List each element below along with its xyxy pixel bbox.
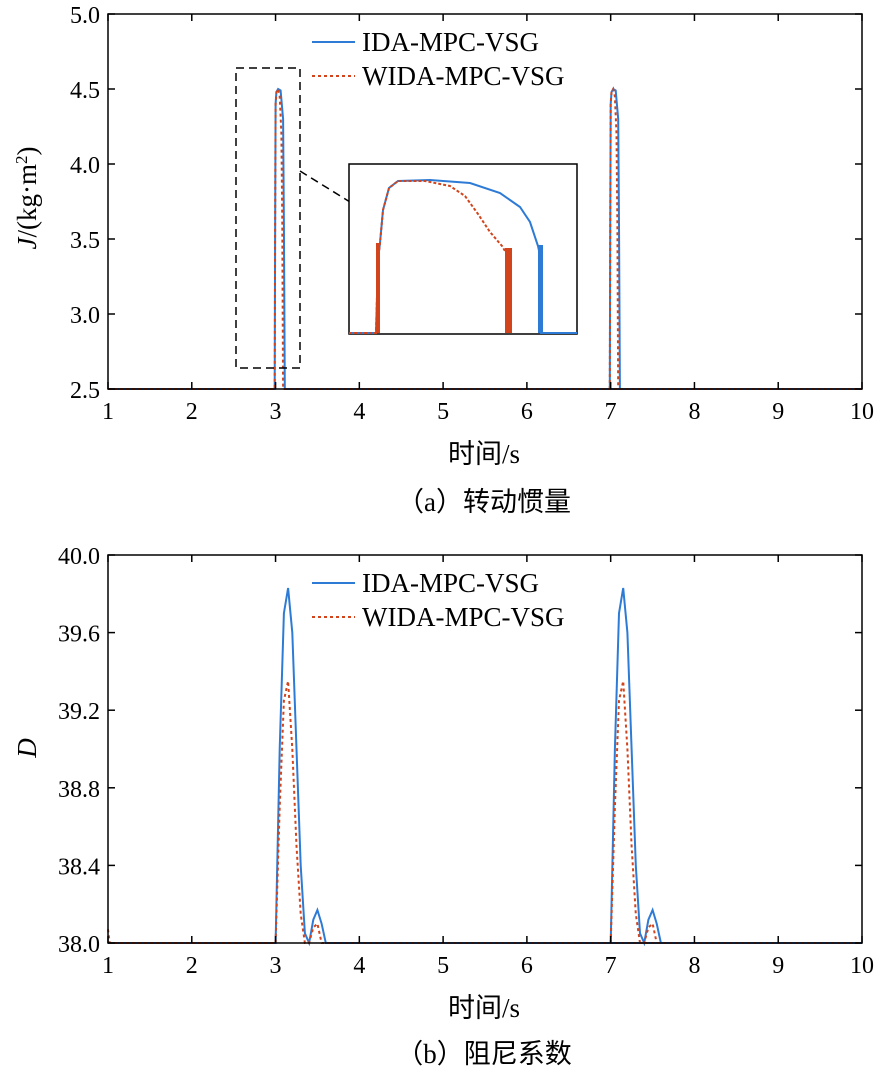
x-tick-label: 1: [102, 953, 114, 979]
inset-drop-bar-wida-start: [376, 243, 380, 333]
x-axis-label-a: 时间/s: [448, 439, 520, 469]
caption-b: （b）阻尼系数: [396, 1039, 572, 1069]
series-line-1: [107, 680, 862, 944]
series-line-1: [108, 86, 862, 390]
x-tick-label: 2: [186, 953, 198, 979]
y-tick-label: 38.8: [58, 777, 100, 803]
series-line-1-pulse2: [609, 680, 658, 944]
x-tick-label: 6: [521, 399, 533, 425]
legend-label-1: WIDA-MPC-VSG: [362, 61, 565, 91]
plot-frame: [107, 13, 863, 390]
x-tick-label: 9: [772, 953, 784, 979]
y-tick-label: 39.6: [58, 622, 100, 648]
caption-a: （a）转动惯量: [397, 487, 571, 517]
x-axis-label-b: 时间/s: [448, 993, 520, 1023]
x-tick-label: 3: [270, 399, 282, 425]
series-line-0: [108, 87, 862, 390]
chart-a: 1 2 3 4 5 6 7 8 9 10 2.5 3.0 3.5 4.0 4.5 5.0 IDA-MPC-VSG…: [70, 3, 874, 425]
x-tick-label: 4: [353, 399, 365, 425]
x-tick-label: 8: [688, 953, 700, 979]
x-tick-label: 7: [605, 953, 617, 979]
x-tick-label: 9: [772, 399, 784, 425]
y-axis-label-b: D: [12, 738, 42, 759]
y-tick-label: 3.5: [70, 228, 100, 254]
x-tick-label: 5: [437, 953, 449, 979]
y-tick-label: 5.0: [70, 3, 100, 29]
x-tick-label: 5: [437, 399, 449, 425]
plot-frame: [107, 554, 863, 944]
zoom-connector: [299, 170, 351, 203]
legend-label-1: WIDA-MPC-VSG: [362, 602, 565, 632]
legend-label-0: IDA-MPC-VSG: [362, 27, 539, 57]
y-tick-label: 39.2: [58, 699, 100, 725]
x-tick-label: 6: [521, 953, 533, 979]
y-axis-label-a: J/(kg·m2): [12, 147, 43, 250]
inset-drop-bar-wida-end: [505, 248, 512, 333]
inset-drop-bar-ida-end: [538, 245, 543, 333]
x-tick-label: 10: [850, 953, 874, 979]
y-tick-label: 4.5: [70, 78, 100, 104]
series-line-0: [108, 587, 862, 947]
chart-b: 1 2 3 4 5 6 7 8 9 10 38.0 38.4 38.8 39.2 39.6 40.0 IDA-M…: [58, 544, 874, 979]
x-tick-label: 7: [605, 399, 617, 425]
x-tick-label: 3: [270, 953, 282, 979]
y-tick-label: 2.5: [70, 378, 100, 404]
y-tick-label: 40.0: [58, 544, 100, 570]
y-tick-label: 38.0: [58, 932, 100, 958]
x-tick-label: 8: [688, 399, 700, 425]
zoom-region-box: [235, 67, 301, 369]
series-line-0-pulse2: [609, 587, 662, 947]
legend-label-0: IDA-MPC-VSG: [362, 568, 539, 598]
x-tick-label: 2: [186, 399, 198, 425]
x-tick-label: 10: [850, 399, 874, 425]
y-tick-label: 38.4: [58, 854, 100, 880]
y-tick-label: 3.0: [70, 303, 100, 329]
y-tick-label: 4.0: [70, 153, 100, 179]
series-line-1-pulse2: [608, 86, 620, 390]
x-tick-label: 4: [353, 953, 365, 979]
x-tick-label: 1: [102, 399, 114, 425]
